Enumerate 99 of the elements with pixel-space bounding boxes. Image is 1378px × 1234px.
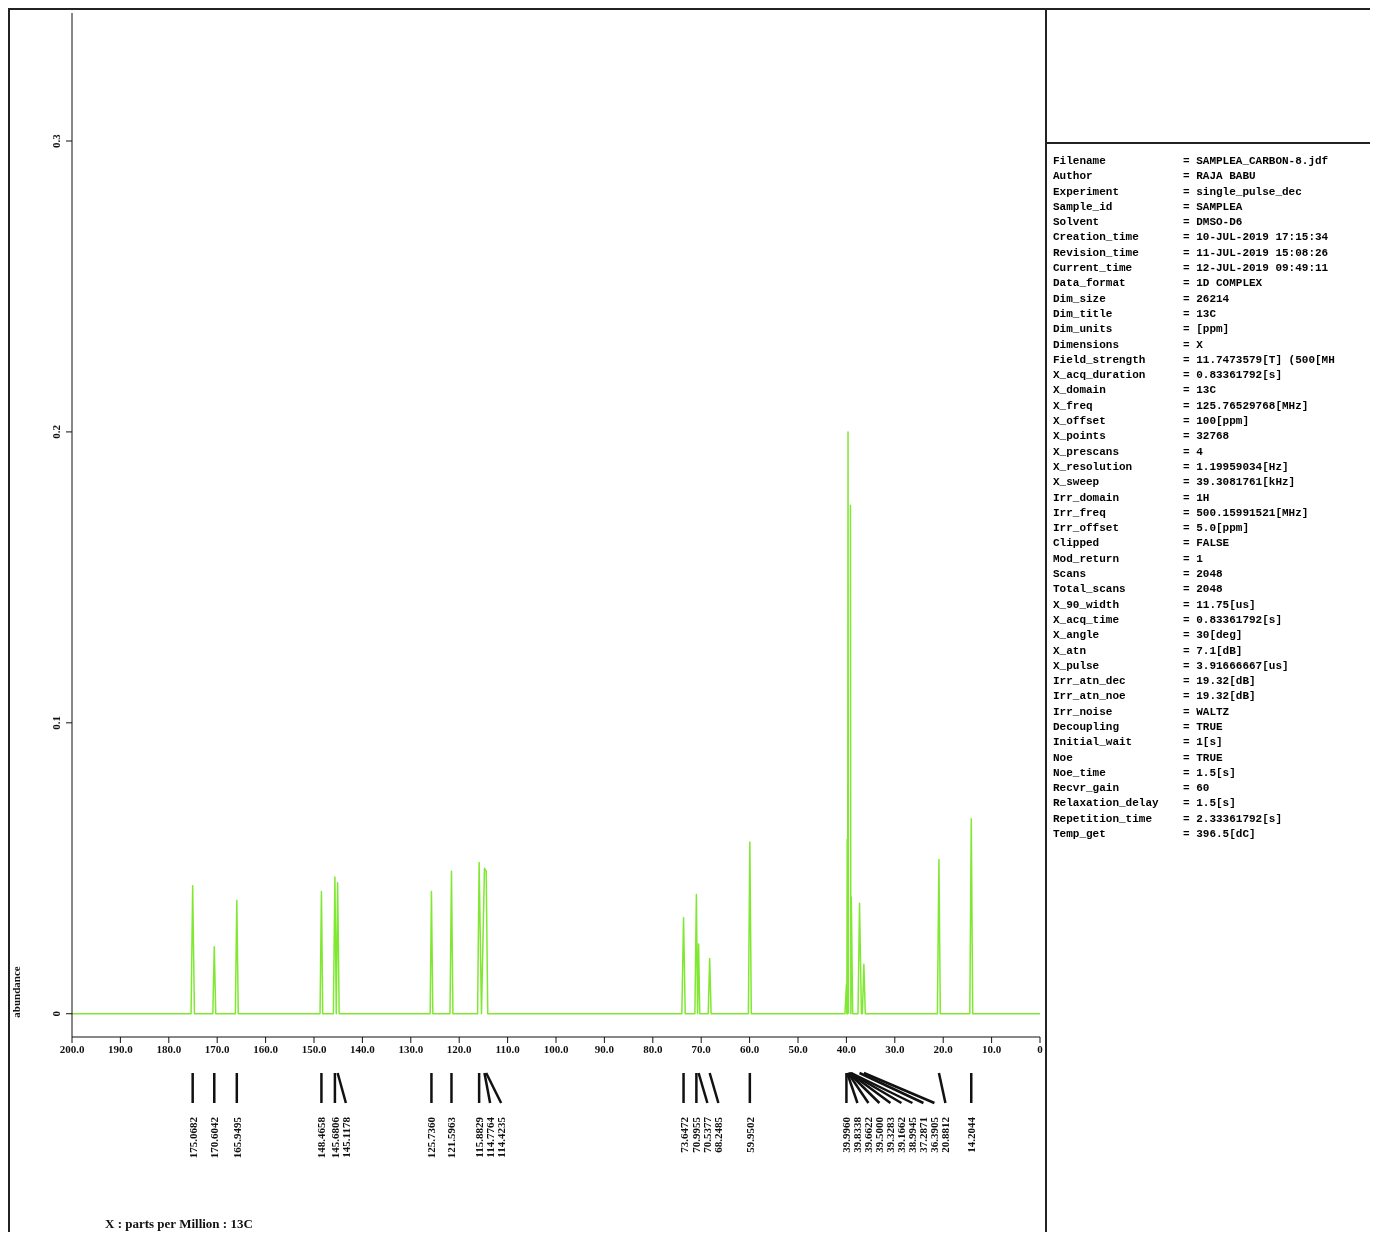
y-tick-label: 0.2 <box>50 424 62 439</box>
x-tick-label: 170.0 <box>204 1042 231 1055</box>
text: Experiment = single_pulse_dec <box>1053 185 1302 198</box>
x-tick-label: 130.0 <box>398 1042 424 1055</box>
text: Irr_offset = 5.0[ppm] <box>1053 522 1250 535</box>
text: 36.3905 <box>928 1116 941 1153</box>
text: 37.2871 <box>917 1117 930 1153</box>
text: 125.7360 <box>425 1116 438 1159</box>
text: 39.9960 <box>840 1116 853 1153</box>
x-tick-label: 30.0 <box>885 1042 905 1055</box>
text: Solvent = DMSO-D6 <box>1053 216 1243 229</box>
text: 39.8338 <box>851 1116 864 1153</box>
text: 114.7764 <box>484 1116 497 1158</box>
x-tick-label: 90.0 <box>594 1042 615 1055</box>
text: Dim_title = 13C <box>1053 307 1217 320</box>
text: Dimensions = X <box>1053 338 1203 351</box>
text: X : parts per Million : 13C <box>105 1216 253 1231</box>
x-tick-label: 190.0 <box>108 1042 134 1055</box>
text: 165.9495 <box>230 1116 243 1159</box>
text: X_prescans = 4 <box>1053 445 1203 458</box>
text: Revision_time = 11-JUL-2019 15:08:26 <box>1053 246 1329 259</box>
text: 121.5963 <box>445 1116 458 1159</box>
x-tick-label: 150.0 <box>301 1042 327 1055</box>
text: Irr_atn_dec = 19.32[dB] <box>1053 675 1256 688</box>
y-tick-label: 0 <box>50 1010 62 1017</box>
y-tick-label: 0.1 <box>50 715 62 730</box>
text: 14.2044 <box>965 1116 978 1153</box>
text: Dim_size = 26214 <box>1053 292 1230 305</box>
x-tick-label: 160.0 <box>253 1042 279 1055</box>
text: X_acq_duration = 0.83361792[s] <box>1053 369 1283 382</box>
y-axis-title: abundance <box>10 966 22 1018</box>
text: Relaxation_delay = 1.5[s] <box>1053 797 1236 810</box>
text: Irr_noise = WALTZ <box>1053 705 1230 718</box>
text: X_angle = 30[deg] <box>1053 629 1243 642</box>
x-tick-label: 110.0 <box>495 1042 521 1055</box>
text: Scans = 2048 <box>1053 568 1223 581</box>
text: Recvr_gain = 60 <box>1053 782 1210 795</box>
text: 175.0682 <box>186 1116 199 1159</box>
text: Creation_time = 10-JUL-2019 17:15:34 <box>1053 231 1329 244</box>
text: Irr_freq = 500.15991521[MHz] <box>1053 506 1309 519</box>
text: 115.8829 <box>473 1116 486 1158</box>
text: X_sweep = 39.3081761[kHz] <box>1053 476 1296 489</box>
text: Noe = TRUE <box>1053 751 1223 764</box>
text: 70.5377 <box>701 1116 714 1153</box>
text: Dim_units = [ppm] <box>1053 323 1230 336</box>
text: 39.3283 <box>884 1116 897 1153</box>
text: 70.9955 <box>690 1116 703 1153</box>
text: X_points = 32768 <box>1053 430 1230 443</box>
text: Mod_return = 1 <box>1053 552 1203 565</box>
text: X_domain = 13C <box>1053 384 1217 397</box>
text: X_freq = 125.76529768[MHz] <box>1053 399 1309 412</box>
x-tick-label: 180.0 <box>156 1042 182 1055</box>
x-tick-label: 40.0 <box>836 1042 857 1055</box>
text: X_pulse = 3.91666667[us] <box>1053 659 1289 672</box>
x-tick-label: 10.0 <box>981 1042 1002 1055</box>
text: 38.9945 <box>906 1116 919 1153</box>
text: X_atn = 7.1[dB] <box>1053 644 1243 657</box>
text: 114.4235 <box>495 1116 508 1158</box>
text: Field_strength = 11.7473579[T] (500[MH <box>1053 353 1335 366</box>
text: 68.2485 <box>712 1116 725 1153</box>
text: 145.6806 <box>328 1116 341 1159</box>
x-tick-label: 120.0 <box>446 1042 473 1055</box>
text: Irr_atn_noe = 19.32[dB] <box>1053 690 1256 703</box>
text: X_acq_time = 0.83361792[s] <box>1053 613 1283 626</box>
text: X_resolution = 1.19959034[Hz] <box>1053 460 1289 473</box>
y-tick-label: 0.3 <box>50 133 62 148</box>
text: Author = RAJA BABU <box>1053 170 1256 183</box>
text: X_90_width = 11.75[us] <box>1053 598 1256 611</box>
x-tick-label: 60.0 <box>739 1042 760 1055</box>
text: Irr_domain = 1H <box>1053 491 1210 504</box>
x-tick-label: 70.0 <box>691 1042 712 1055</box>
text: Initial_wait = 1[s] <box>1053 736 1223 749</box>
x-tick-label: 0 <box>1037 1042 1044 1055</box>
text: 148.4658 <box>315 1116 328 1159</box>
text: Sample_id = SAMPLEA <box>1053 200 1243 213</box>
text: 39.6622 <box>862 1116 875 1153</box>
text: Filename = SAMPLEA_CARBON-8.jdf <box>1053 155 1329 167</box>
text: Noe_time = 1.5[s] <box>1053 766 1236 779</box>
text: 20.8812 <box>939 1116 952 1153</box>
text: Data_format = 1D COMPLEX <box>1053 277 1263 290</box>
text: Repetition_time = 2.33361792[s] <box>1053 812 1283 825</box>
text: 59.9502 <box>743 1116 756 1153</box>
text: Clipped = FALSE <box>1053 537 1230 550</box>
x-tick-label: 200.0 <box>59 1042 85 1055</box>
x-tick-label: 140.0 <box>350 1042 376 1055</box>
text: Decoupling = TRUE <box>1053 720 1223 733</box>
text: 170.6042 <box>208 1116 221 1159</box>
text: 73.6472 <box>677 1116 690 1153</box>
text: Current_time = 12-JUL-2019 09:49:11 <box>1053 262 1329 275</box>
text: Total_scans = 2048 <box>1053 583 1223 596</box>
text: 39.1662 <box>895 1116 908 1153</box>
text: X_offset = 100[ppm] <box>1053 415 1250 428</box>
x-tick-label: 80.0 <box>643 1042 663 1055</box>
x-tick-label: 50.0 <box>788 1042 809 1055</box>
text: 39.5000 <box>873 1116 886 1153</box>
text: 145.1178 <box>339 1116 352 1158</box>
text: Temp_get = 396.5[dC] <box>1053 828 1256 841</box>
x-tick-label: 20.0 <box>933 1042 954 1055</box>
x-tick-label: 100.0 <box>543 1042 569 1055</box>
